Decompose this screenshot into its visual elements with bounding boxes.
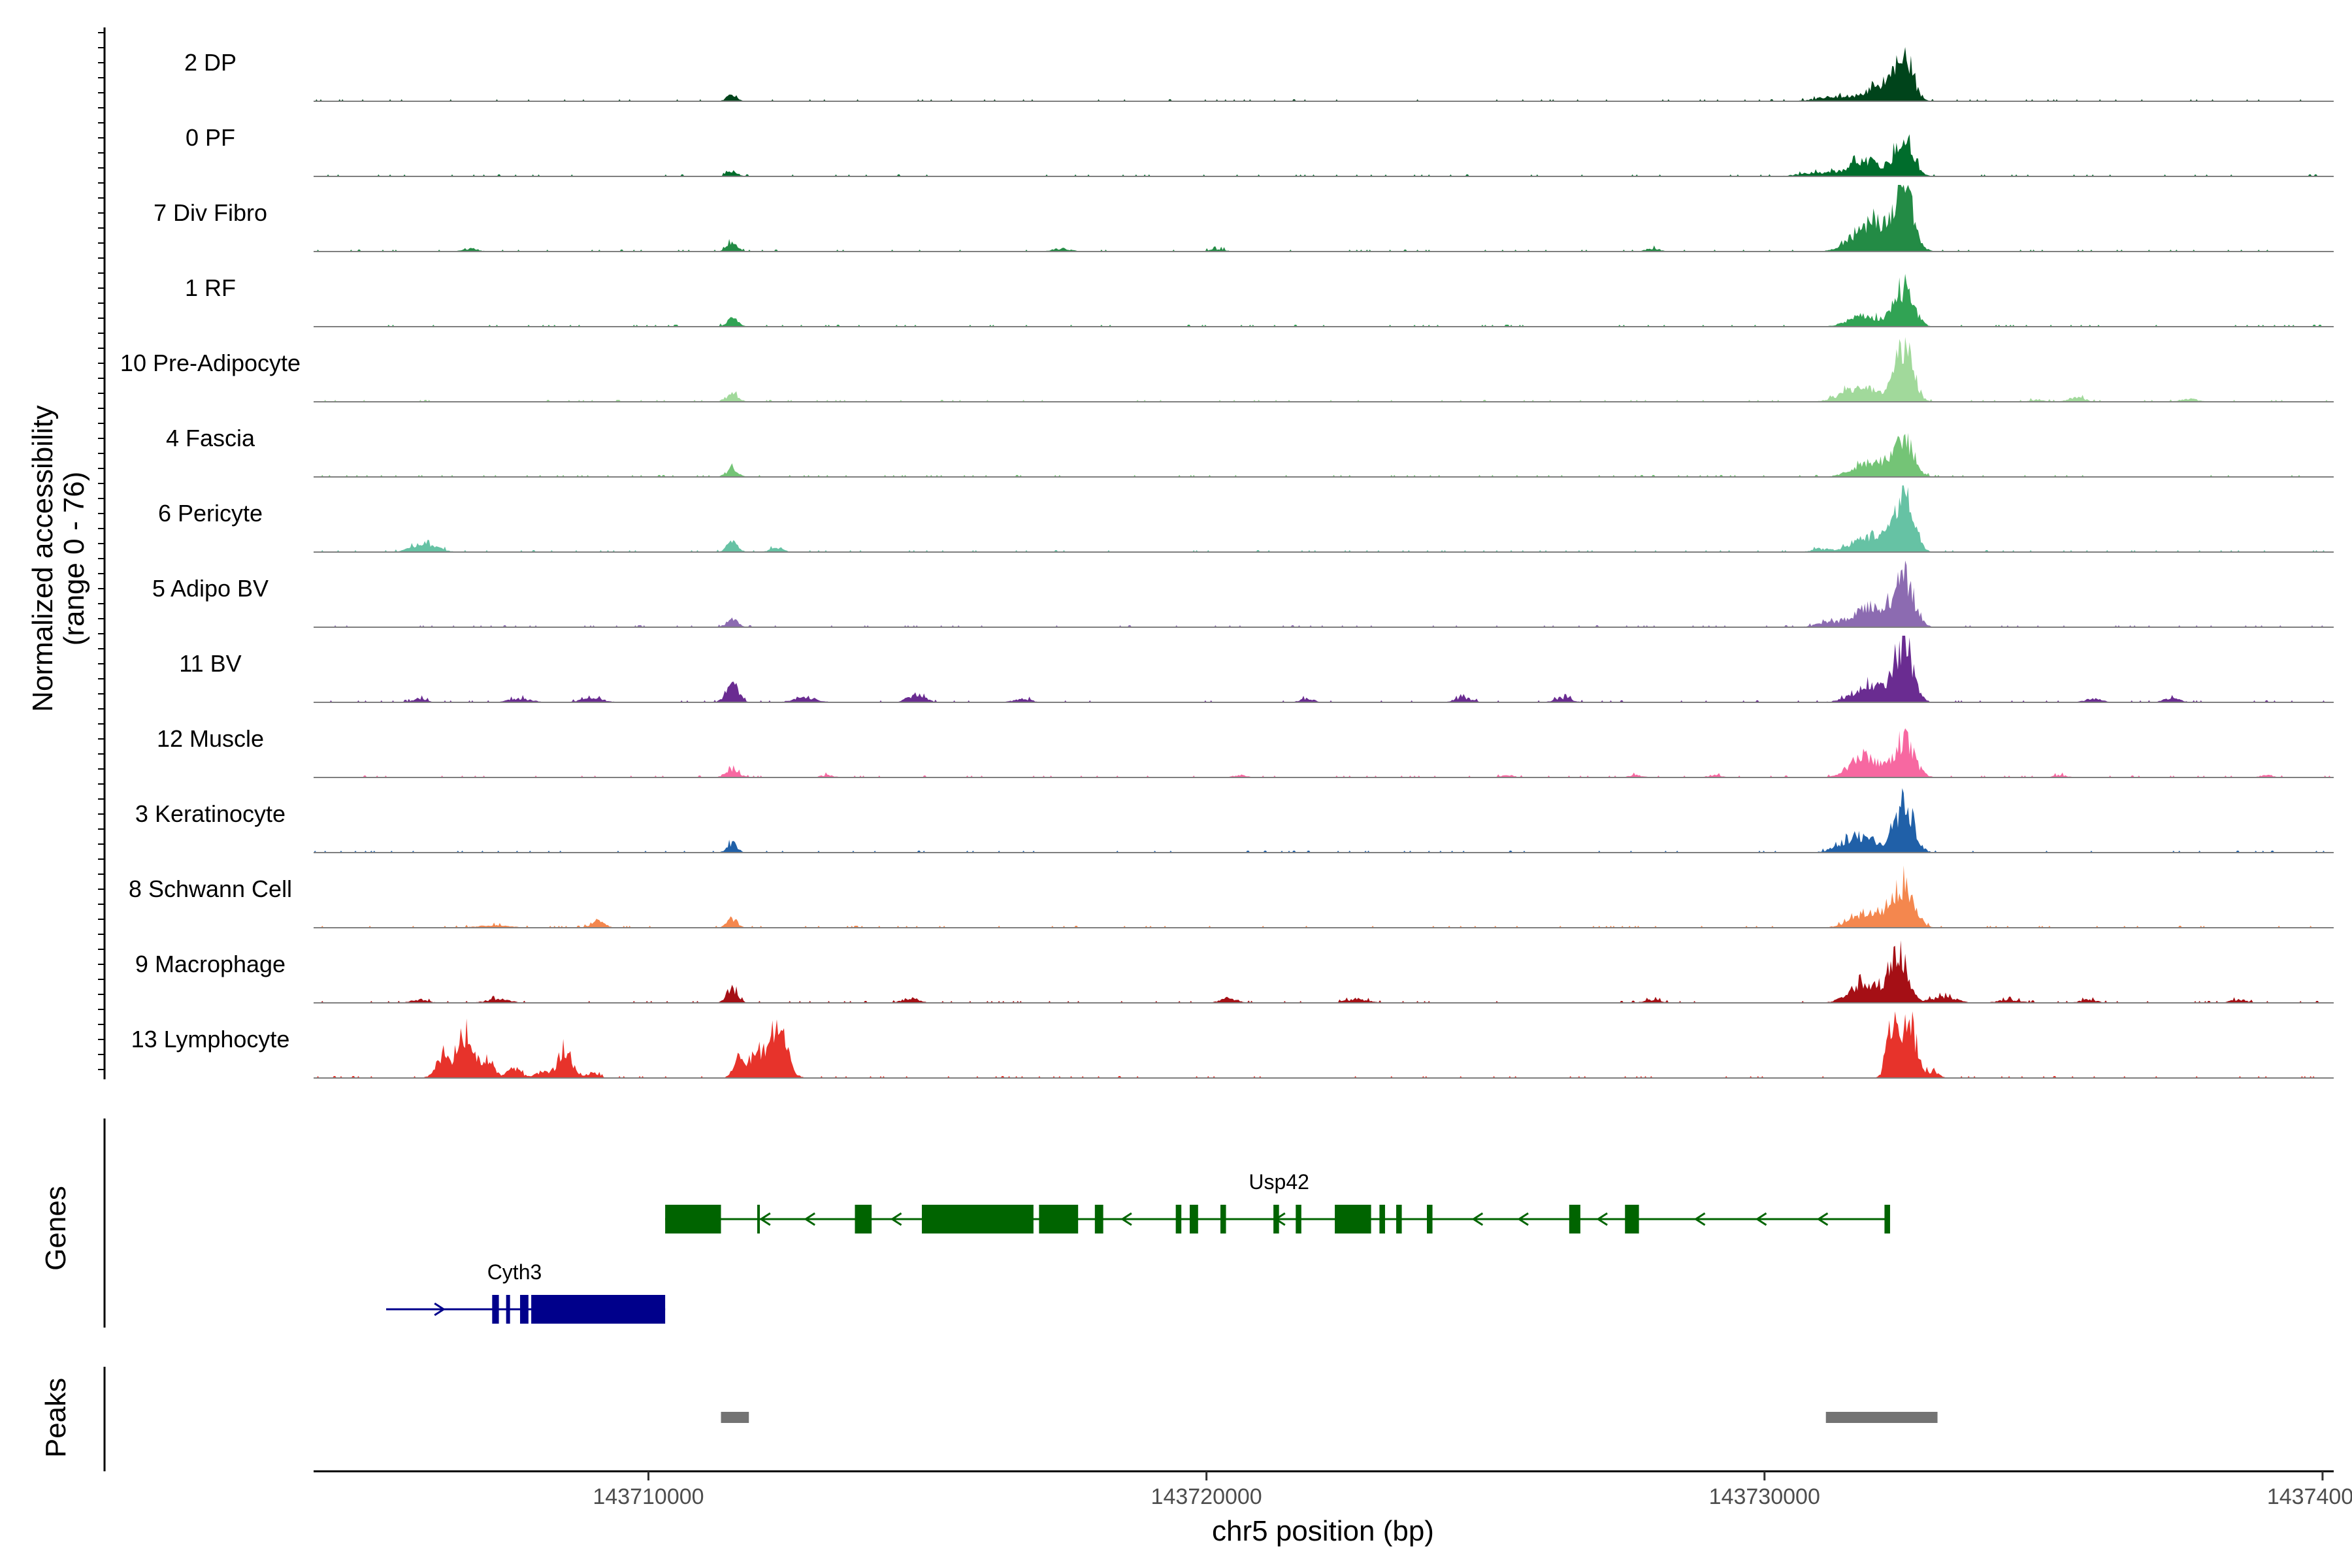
track-signal — [314, 433, 2334, 477]
gene-strand-chevron — [890, 1212, 902, 1226]
gene-strand-chevron — [434, 1302, 446, 1316]
gene-exon — [922, 1205, 1034, 1233]
gene-exon — [506, 1295, 510, 1324]
track-signal — [314, 134, 2334, 176]
track-label: 1 RF — [185, 274, 236, 301]
gene-name-label: Cyth3 — [487, 1260, 542, 1284]
track-signal — [314, 940, 2334, 1003]
gene-annotation-panel: Usp42 Cyth3 — [103, 1119, 1890, 1328]
gene-strand-chevron — [1120, 1212, 1132, 1226]
gene-exon — [492, 1295, 499, 1324]
track-signal — [314, 336, 2334, 402]
peak-region-bar — [721, 1412, 749, 1423]
peak-region-bar — [1825, 1412, 1938, 1423]
track-signal — [314, 274, 2334, 327]
track-13: 13 Lymphocyte — [131, 1011, 2334, 1079]
gene-exon — [1296, 1205, 1301, 1233]
gene-strand-chevron — [1517, 1212, 1529, 1226]
x-tick-label: 143740000 — [2267, 1484, 2352, 1509]
gene-exon — [1335, 1205, 1371, 1233]
track-label: 5 Adipo BV — [152, 575, 269, 602]
track-9: 12 Muscle — [157, 725, 2334, 778]
x-axis-title: chr5 position (bp) — [1212, 1515, 1434, 1547]
gene-exon — [855, 1205, 872, 1233]
gene-strand-chevron — [804, 1212, 815, 1226]
gene-strand-chevron — [1816, 1212, 1829, 1226]
track-label: 6 Pericyte — [158, 500, 263, 527]
track-signal — [314, 561, 2334, 627]
gene-strand-chevron — [1693, 1212, 1706, 1226]
gene-exon — [520, 1295, 529, 1324]
track-7: 5 Adipo BV — [152, 561, 2334, 628]
gene-strand-chevron — [759, 1212, 771, 1226]
gene-exon — [1039, 1205, 1079, 1233]
gene-exon — [1569, 1205, 1580, 1233]
accessibility-tracks: 2 DP 0 PF 7 Div Fibro 1 RF 10 Pre-Adipocyte 4… — [98, 27, 2334, 1079]
gene-exon — [1379, 1205, 1385, 1233]
peaks-axis-title: Peaks — [40, 1378, 72, 1458]
track-signal — [314, 788, 2334, 853]
gene-exon — [665, 1205, 721, 1233]
y-axis-title-line1: Normalized accessibility — [27, 405, 59, 711]
x-axis: 143710000 143720000 143730000 143740000 — [314, 1470, 2352, 1509]
track-0: 2 DP — [184, 47, 2334, 102]
track-6: 6 Pericyte — [158, 485, 2334, 553]
track-12: 9 Macrophage — [135, 940, 2334, 1004]
track-label: 3 Keratinocyte — [135, 800, 286, 827]
gene-strand-chevron — [1755, 1212, 1767, 1226]
y-axis-title-line2: (range 0 - 76) — [58, 472, 90, 646]
track-label: 13 Lymphocyte — [131, 1026, 290, 1053]
track-signal — [314, 728, 2334, 777]
track-5: 4 Fascia — [166, 425, 2334, 478]
gene-strand-chevron — [1471, 1212, 1484, 1226]
gene-exon — [1094, 1205, 1103, 1233]
track-3: 1 RF — [185, 274, 2334, 327]
track-label: 7 Div Fibro — [154, 199, 267, 226]
track-signal — [314, 485, 2334, 552]
gene-exon — [1190, 1205, 1198, 1233]
gene-exon — [757, 1205, 760, 1233]
gene-strand-chevron — [1596, 1212, 1608, 1226]
gene-exon — [531, 1295, 666, 1324]
track-1: 0 PF — [186, 124, 2334, 177]
gene-usp42: Usp42 — [665, 1170, 1890, 1233]
x-tick-label: 143730000 — [1709, 1484, 1820, 1509]
peaks-panel — [103, 1367, 1938, 1471]
gene-name-label: Usp42 — [1249, 1170, 1309, 1194]
track-signal — [314, 185, 2334, 252]
gene-exon — [1273, 1205, 1279, 1233]
track-label: 4 Fascia — [166, 425, 255, 451]
gene-exon — [1625, 1205, 1639, 1233]
track-label: 8 Schwann Cell — [129, 875, 292, 902]
track-signal — [314, 636, 2334, 702]
gene-exon — [1220, 1205, 1226, 1233]
track-label: 11 BV — [179, 650, 241, 677]
track-signal — [314, 1011, 2334, 1078]
track-label: 12 Muscle — [157, 725, 264, 752]
track-signal — [314, 865, 2334, 928]
track-8: 11 BV — [179, 636, 2334, 703]
gene-cyth3: Cyth3 — [386, 1260, 666, 1324]
track-10: 3 Keratinocyte — [135, 788, 2334, 853]
gene-exon — [1175, 1205, 1182, 1233]
track-2: 7 Div Fibro — [154, 185, 2334, 252]
genes-axis-title: Genes — [40, 1186, 72, 1271]
track-label: 2 DP — [184, 49, 237, 76]
track-signal — [314, 47, 2334, 101]
x-tick-label: 143720000 — [1151, 1484, 1262, 1509]
x-tick-label: 143710000 — [593, 1484, 704, 1509]
gene-exon — [1396, 1205, 1402, 1233]
track-label: 10 Pre-Adipocyte — [120, 350, 301, 376]
track-11: 8 Schwann Cell — [129, 865, 2334, 928]
track-label: 9 Macrophage — [135, 951, 286, 977]
track-4: 10 Pre-Adipocyte — [120, 336, 2334, 402]
track-label: 0 PF — [186, 124, 235, 151]
gene-exon — [1884, 1205, 1890, 1233]
gene-exon — [1427, 1205, 1433, 1233]
